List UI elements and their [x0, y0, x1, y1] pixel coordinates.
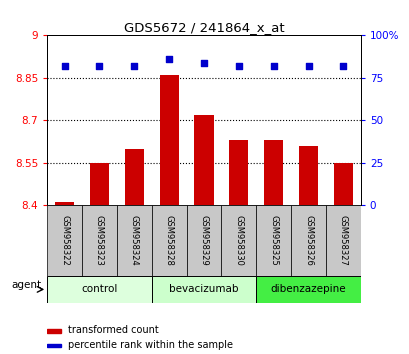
Text: GSM958329: GSM958329	[199, 215, 208, 266]
Bar	[194, 115, 213, 205]
Text: GSM958328: GSM958328	[164, 215, 173, 266]
Bar	[256, 205, 290, 276]
Text: GSM958330: GSM958330	[234, 215, 243, 266]
Point	[235, 63, 242, 69]
Point	[96, 63, 103, 69]
Text: GSM958324: GSM958324	[130, 215, 138, 266]
Bar	[159, 75, 178, 205]
Point	[305, 63, 311, 69]
Text: GSM958325: GSM958325	[269, 215, 277, 266]
Bar	[47, 329, 61, 333]
Text: dibenzazepine: dibenzazepine	[270, 284, 346, 295]
Bar	[117, 205, 151, 276]
Bar	[333, 163, 352, 205]
Title: GDS5672 / 241864_x_at: GDS5672 / 241864_x_at	[124, 21, 283, 34]
Bar	[82, 205, 117, 276]
Text: transformed count: transformed count	[67, 325, 158, 335]
Text: GSM958322: GSM958322	[60, 215, 69, 266]
Bar	[151, 276, 256, 303]
Bar	[55, 202, 74, 205]
Text: GSM958323: GSM958323	[95, 215, 103, 266]
Point	[61, 63, 68, 69]
Bar	[221, 205, 256, 276]
Point	[270, 63, 276, 69]
Point	[131, 63, 137, 69]
Bar	[47, 276, 151, 303]
Text: percentile rank within the sample: percentile rank within the sample	[67, 340, 232, 350]
Bar	[47, 344, 61, 348]
Bar	[186, 205, 221, 276]
Text: bevacizumab: bevacizumab	[169, 284, 238, 295]
Bar	[290, 205, 325, 276]
Bar	[151, 205, 186, 276]
Bar	[124, 149, 144, 205]
Bar	[325, 205, 360, 276]
Text: GSM958327: GSM958327	[338, 215, 347, 266]
Text: GSM958326: GSM958326	[303, 215, 312, 266]
Point	[166, 56, 172, 62]
Bar	[298, 146, 317, 205]
Text: control: control	[81, 284, 117, 295]
Point	[339, 63, 346, 69]
Bar	[263, 140, 283, 205]
Bar	[47, 205, 82, 276]
Point	[200, 60, 207, 65]
Text: agent: agent	[11, 280, 41, 290]
Bar	[90, 163, 109, 205]
Bar	[229, 140, 248, 205]
Bar	[256, 276, 360, 303]
